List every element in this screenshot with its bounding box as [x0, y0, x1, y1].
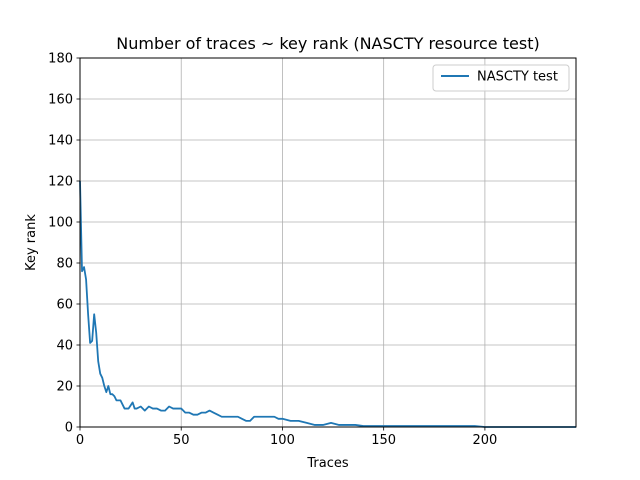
y-tick-label: 120	[48, 175, 73, 190]
x-tick-label: 150	[371, 433, 396, 448]
x-tick-label: 200	[472, 433, 497, 448]
x-tick-label: 0	[76, 433, 84, 448]
series-layer	[79, 180, 576, 428]
ticks: 0 50 100 150 200 0 20 40 60 80 100 120 140 160 180	[48, 52, 497, 449]
y-tick-label: 180	[48, 52, 73, 67]
x-axis-label: Traces	[306, 456, 348, 471]
y-tick-label: 140	[48, 134, 73, 149]
legend: NASCTY test	[432, 64, 570, 92]
x-tick-label: 100	[270, 433, 295, 448]
series-line	[79, 180, 576, 428]
plot-frame	[79, 57, 577, 428]
y-tick-label: 160	[48, 93, 73, 108]
y-tick-label: 60	[56, 298, 73, 313]
chart-title: Number of traces ~ key rank (NASCTY reso…	[116, 34, 539, 53]
legend-box	[432, 64, 570, 92]
y-tick-label: 100	[48, 216, 73, 231]
y-tick-label: 20	[56, 380, 73, 395]
x-tick-label: 50	[173, 433, 190, 448]
y-axis-label: Key rank	[24, 214, 39, 271]
legend-label: NASCTY test	[477, 70, 558, 85]
y-tick-label: 80	[56, 257, 73, 272]
y-tick-label: 0	[65, 421, 73, 436]
y-tick-label: 40	[56, 339, 73, 354]
